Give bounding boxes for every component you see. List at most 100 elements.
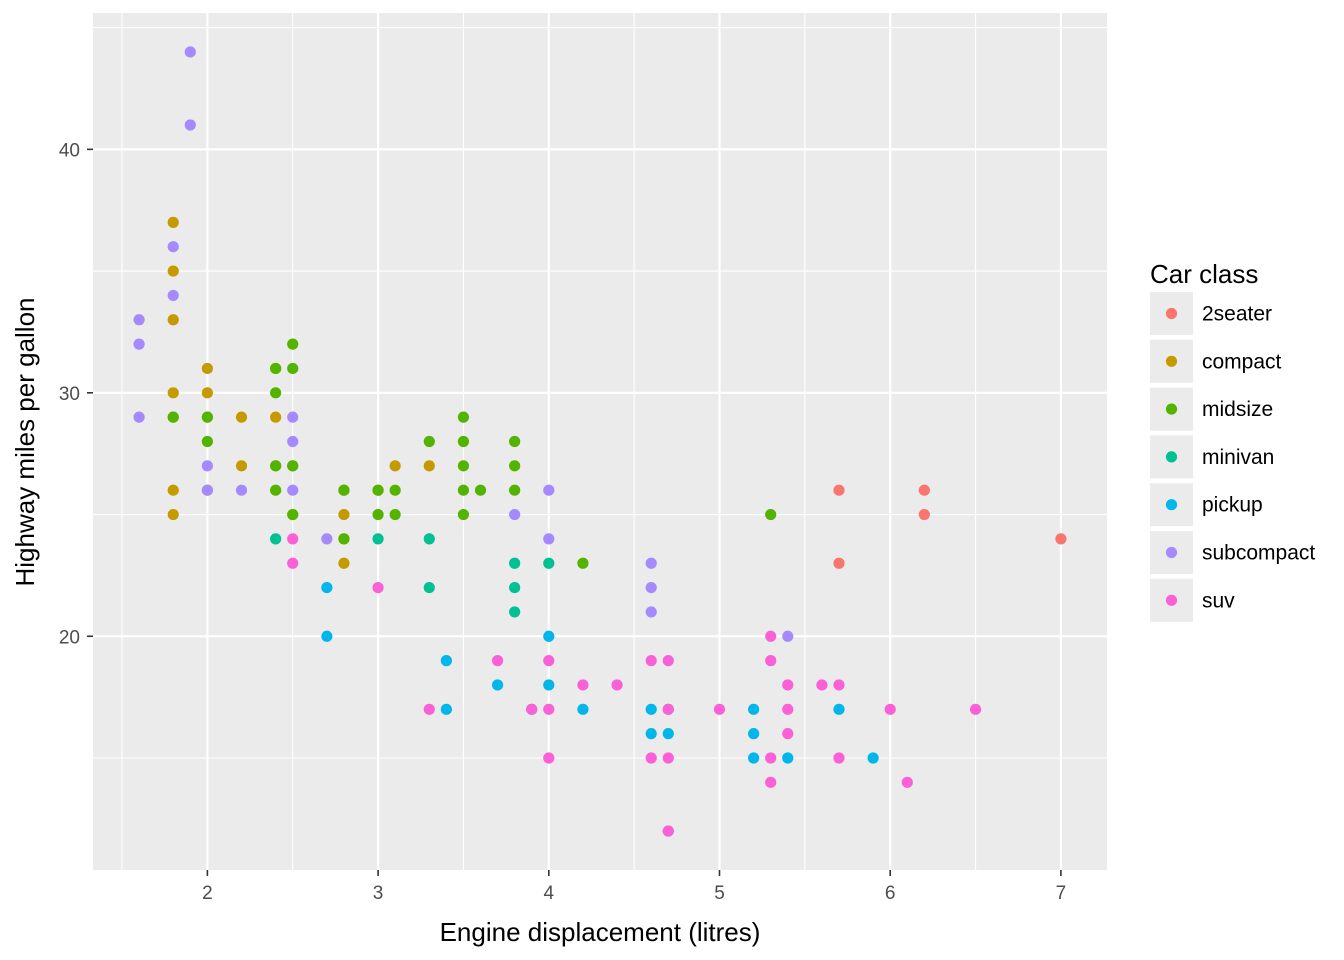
legend-label-suv: suv <box>1202 589 1235 612</box>
point-subcompact <box>543 533 555 545</box>
point-minivan <box>270 533 282 545</box>
point-compact <box>167 314 179 326</box>
point-compact <box>389 460 401 472</box>
point-suv <box>833 752 845 764</box>
point-midsize <box>287 508 299 521</box>
point-2seater <box>918 484 930 496</box>
legend-label-midsize: midsize <box>1202 398 1273 421</box>
point-midsize <box>577 557 589 569</box>
point-midsize <box>372 484 384 496</box>
point-midsize <box>457 435 470 448</box>
point-subcompact <box>543 484 555 496</box>
point-2seater <box>833 484 845 496</box>
point-compact <box>235 460 248 472</box>
legend-label-minivan: minivan <box>1202 446 1274 469</box>
point-pickup <box>645 728 657 740</box>
point-midsize <box>372 508 384 521</box>
point-suv <box>782 679 794 691</box>
legend: Car class 2seater compact midsize minivan pi… <box>1150 259 1315 622</box>
point-minivan <box>509 581 521 594</box>
point-subcompact <box>287 435 299 448</box>
point-midsize <box>423 435 435 448</box>
point-compact <box>338 557 350 569</box>
point-midsize <box>457 508 470 521</box>
point-pickup <box>440 655 452 667</box>
x-tick-label: 5 <box>714 883 725 904</box>
point-compact <box>167 387 179 399</box>
point-subcompact <box>321 533 333 545</box>
point-subcompact <box>133 411 145 423</box>
grid-major <box>93 13 1107 870</box>
point-midsize <box>509 460 521 472</box>
point-midsize <box>338 533 350 545</box>
point-midsize <box>509 435 521 448</box>
point-subcompact <box>782 630 794 642</box>
point-midsize <box>287 362 299 375</box>
legend-marker-compact <box>1165 355 1178 367</box>
x-tick-label: 7 <box>1056 883 1067 904</box>
point-suv <box>662 703 674 715</box>
point-suv <box>765 630 777 642</box>
point-suv <box>543 703 555 715</box>
point-pickup <box>543 679 555 691</box>
point-midsize <box>270 362 282 375</box>
point-pickup <box>748 728 760 740</box>
point-2seater <box>918 508 930 521</box>
grid-minor <box>93 13 1107 870</box>
point-suv <box>765 655 777 667</box>
point-subcompact <box>645 581 657 594</box>
legend-marker-minivan <box>1165 451 1178 463</box>
point-suv <box>491 655 504 667</box>
point-subcompact <box>201 484 213 496</box>
point-compact <box>167 484 179 496</box>
legend-marker-suv <box>1165 594 1178 606</box>
point-subcompact <box>201 460 213 472</box>
point-suv <box>372 581 384 594</box>
point-suv <box>543 655 555 667</box>
legend-marker-subcompact <box>1165 546 1178 559</box>
point-midsize <box>167 411 179 423</box>
point-subcompact <box>133 314 145 326</box>
point-pickup <box>662 728 674 740</box>
point-suv <box>765 752 777 764</box>
point-suv <box>901 776 913 788</box>
point-suv <box>423 703 435 715</box>
point-compact <box>167 216 179 228</box>
point-subcompact <box>509 508 521 521</box>
point-suv <box>765 776 777 788</box>
point-pickup <box>748 752 760 764</box>
point-compact <box>338 508 350 521</box>
data-points <box>133 46 1067 837</box>
point-suv <box>713 703 726 715</box>
legend-marker-pickup <box>1165 499 1178 511</box>
x-axis: 2 3 4 5 6 7 <box>202 870 1066 904</box>
point-pickup <box>645 703 657 715</box>
point-subcompact <box>645 557 657 569</box>
point-minivan <box>372 533 384 545</box>
point-compact <box>235 411 248 423</box>
point-midsize <box>270 387 282 399</box>
point-suv <box>611 679 623 691</box>
point-suv <box>662 655 674 667</box>
point-compact <box>201 362 213 375</box>
point-minivan <box>543 557 555 569</box>
y-tick-label: 30 <box>59 384 80 405</box>
point-pickup <box>833 703 845 715</box>
point-suv <box>287 557 299 569</box>
point-midsize <box>270 460 282 472</box>
point-suv <box>287 533 299 545</box>
point-pickup <box>748 703 760 715</box>
point-midsize <box>270 484 282 496</box>
point-minivan <box>509 557 521 569</box>
point-suv <box>662 825 674 837</box>
point-compact <box>270 411 282 423</box>
point-midsize <box>338 484 350 496</box>
point-compact <box>167 508 179 521</box>
point-subcompact <box>287 411 299 423</box>
point-midsize <box>389 508 401 521</box>
point-suv <box>645 655 657 667</box>
point-suv <box>969 703 982 715</box>
point-midsize <box>474 484 487 496</box>
point-pickup <box>577 703 589 715</box>
point-midsize <box>389 484 401 496</box>
